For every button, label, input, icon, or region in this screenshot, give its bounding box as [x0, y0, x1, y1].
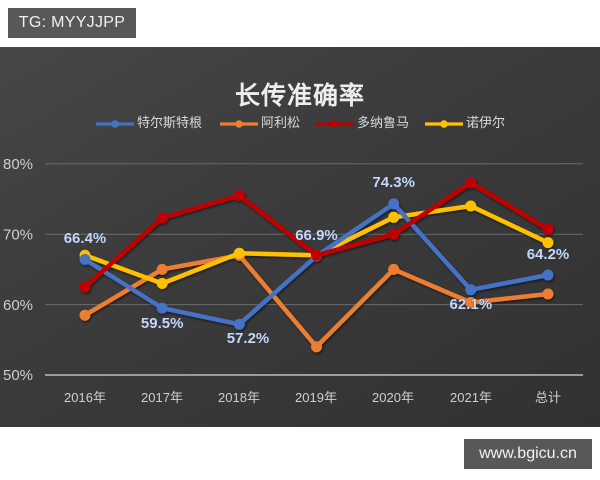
svg-text:74.3%: 74.3% — [372, 174, 415, 191]
svg-text:62.1%: 62.1% — [450, 296, 493, 313]
svg-text:2021年: 2021年 — [450, 390, 492, 405]
svg-text:2016年: 2016年 — [64, 390, 106, 405]
svg-text:57.2%: 57.2% — [227, 330, 270, 347]
svg-text:59.5%: 59.5% — [141, 315, 184, 332]
svg-text:70%: 70% — [3, 226, 33, 243]
svg-text:总计: 总计 — [535, 390, 561, 405]
svg-text:2020年: 2020年 — [372, 390, 414, 405]
svg-text:80%: 80% — [3, 156, 33, 173]
svg-text:2018年: 2018年 — [218, 390, 260, 405]
svg-text:60%: 60% — [3, 297, 33, 314]
svg-text:64.2%: 64.2% — [527, 246, 570, 263]
svg-text:2019年: 2019年 — [295, 390, 337, 405]
svg-text:66.9%: 66.9% — [295, 227, 338, 244]
svg-text:2017年: 2017年 — [141, 390, 183, 405]
svg-text:66.4%: 66.4% — [64, 230, 107, 247]
svg-text:50%: 50% — [3, 367, 33, 384]
